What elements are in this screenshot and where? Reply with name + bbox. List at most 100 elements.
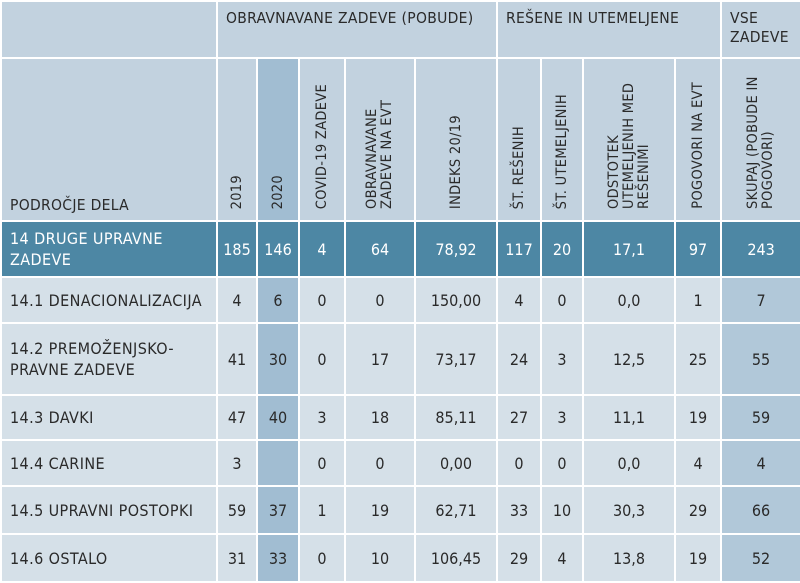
cell-solved: 117	[496, 220, 542, 278]
row-label: 14.3 DAVKI	[0, 394, 218, 441]
group-resene: REŠENE IN UTEMELJENE	[495, 0, 723, 59]
row-label: 14.4 CARINE	[0, 439, 218, 487]
col-index: INDEKS 20/19	[414, 57, 498, 222]
cell-evt: 19	[344, 485, 416, 535]
cell-total: 66	[720, 485, 800, 535]
cell-index: 0,00	[414, 439, 498, 487]
cell-2019: 47	[216, 394, 258, 441]
col-2020: 2020	[256, 57, 300, 222]
cell-2020: 146	[256, 220, 300, 278]
col-total: SKUPAJ (POBUDE IN POGOVORI)	[720, 57, 800, 222]
cell-talks: 19	[673, 394, 723, 441]
table-row: 14.2 PREMOŽENJSKO-PRAVNE ZADEVE 41 30 0 …	[0, 322, 800, 396]
cell-share: 0,0	[582, 276, 676, 324]
cell-justified: 3	[540, 322, 584, 396]
table-row: 14.6 OSTALO 31 33 0 10 106,45 29 4 13,8 …	[0, 533, 800, 583]
cell-2020	[256, 439, 300, 487]
cell-2019: 3	[216, 439, 258, 487]
col-area: PODROČJE DELA	[0, 57, 218, 222]
row-label: 14 DRUGE UPRAVNE ZADEVE	[0, 220, 218, 278]
cell-justified: 0	[540, 276, 584, 324]
cell-covid: 3	[298, 394, 346, 441]
cell-talks: 29	[673, 485, 723, 535]
cell-solved: 0	[496, 439, 542, 487]
cell-2019: 41	[216, 322, 258, 396]
cell-evt: 0	[344, 439, 416, 487]
column-header-row: PODROČJE DELA 2019 2020 COVID-19 ZADEVE …	[0, 57, 800, 222]
cell-evt: 10	[344, 533, 416, 583]
cell-index: 73,17	[414, 322, 498, 396]
col-2019: 2019	[216, 57, 258, 222]
cell-index: 106,45	[414, 533, 498, 583]
cell-solved: 27	[496, 394, 542, 441]
cell-talks: 97	[673, 220, 723, 278]
cell-evt: 17	[344, 322, 416, 396]
table-row: 14.5 UPRAVNI POSTOPKI 59 37 1 19 62,71 3…	[0, 485, 800, 535]
cell-covid: 0	[298, 322, 346, 396]
table-row: 14.3 DAVKI 47 40 3 18 85,11 27 3 11,1 19…	[0, 394, 800, 441]
col-covid: COVID-19 ZADEVE	[298, 57, 346, 222]
row-label: 14.1 DENACIONALIZACIJA	[0, 276, 218, 324]
cell-evt: 64	[344, 220, 416, 278]
cell-talks: 25	[673, 322, 723, 396]
row-label: 14.2 PREMOŽENJSKO-PRAVNE ZADEVE	[0, 322, 218, 396]
cell-index: 62,71	[414, 485, 498, 535]
col-talks: POGOVORI NA EVT	[673, 57, 723, 222]
col-share: ODSTOTEK UTEMELJENIH MED REŠENIMI	[582, 57, 676, 222]
cell-talks: 1	[673, 276, 723, 324]
cell-talks: 19	[673, 533, 723, 583]
cell-solved: 4	[496, 276, 542, 324]
group-header-row: OBRAVNAVANE ZADEVE (POBUDE) REŠENE IN UT…	[0, 0, 800, 59]
cell-2020: 30	[256, 322, 300, 396]
cell-evt: 0	[344, 276, 416, 324]
cell-2020: 37	[256, 485, 300, 535]
cell-solved: 24	[496, 322, 542, 396]
cell-index: 150,00	[414, 276, 498, 324]
table-row: 14.1 DENACIONALIZACIJA 4 6 0 0 150,00 4 …	[0, 276, 800, 324]
cell-evt: 18	[344, 394, 416, 441]
table-row: 14 DRUGE UPRAVNE ZADEVE 185 146 4 64 78,…	[0, 220, 800, 278]
cell-2020: 40	[256, 394, 300, 441]
cell-total: 4	[720, 439, 800, 487]
cell-total: 7	[720, 276, 800, 324]
cell-2019: 185	[216, 220, 258, 278]
cell-justified: 3	[540, 394, 584, 441]
col-evt: OBRAVNAVANE ZADEVE NA EVT	[344, 57, 416, 222]
cell-share: 13,8	[582, 533, 676, 583]
cell-justified: 20	[540, 220, 584, 278]
cell-solved: 29	[496, 533, 542, 583]
cell-total: 55	[720, 322, 800, 396]
cell-justified: 10	[540, 485, 584, 535]
cell-2019: 31	[216, 533, 258, 583]
row-label: 14.5 UPRAVNI POSTOPKI	[0, 485, 218, 535]
cell-total: 243	[720, 220, 800, 278]
cell-solved: 33	[496, 485, 542, 535]
group-vse: VSE ZADEVE	[720, 0, 800, 59]
cell-share: 11,1	[582, 394, 676, 441]
cell-share: 0,0	[582, 439, 676, 487]
cell-covid: 0	[298, 276, 346, 324]
col-solved: ŠT. REŠENIH	[496, 57, 542, 222]
cell-2020: 33	[256, 533, 300, 583]
cell-covid: 1	[298, 485, 346, 535]
cell-total: 52	[720, 533, 800, 583]
cell-covid: 0	[298, 439, 346, 487]
header-blank	[0, 0, 218, 59]
table-row: 14.4 CARINE 3 0 0 0,00 0 0 0,0 4 4	[0, 439, 800, 487]
cell-2019: 4	[216, 276, 258, 324]
cell-justified: 4	[540, 533, 584, 583]
cell-justified: 0	[540, 439, 584, 487]
cell-covid: 0	[298, 533, 346, 583]
cell-index: 85,11	[414, 394, 498, 441]
col-justified: ŠT. UTEMELJENIH	[540, 57, 584, 222]
cell-share: 12,5	[582, 322, 676, 396]
cell-talks: 4	[673, 439, 723, 487]
row-label: 14.6 OSTALO	[0, 533, 218, 583]
cell-index: 78,92	[414, 220, 498, 278]
cell-2020: 6	[256, 276, 300, 324]
cell-share: 30,3	[582, 485, 676, 535]
group-obravnavane: OBRAVNAVANE ZADEVE (POBUDE)	[216, 0, 498, 59]
cell-covid: 4	[298, 220, 346, 278]
cell-total: 59	[720, 394, 800, 441]
